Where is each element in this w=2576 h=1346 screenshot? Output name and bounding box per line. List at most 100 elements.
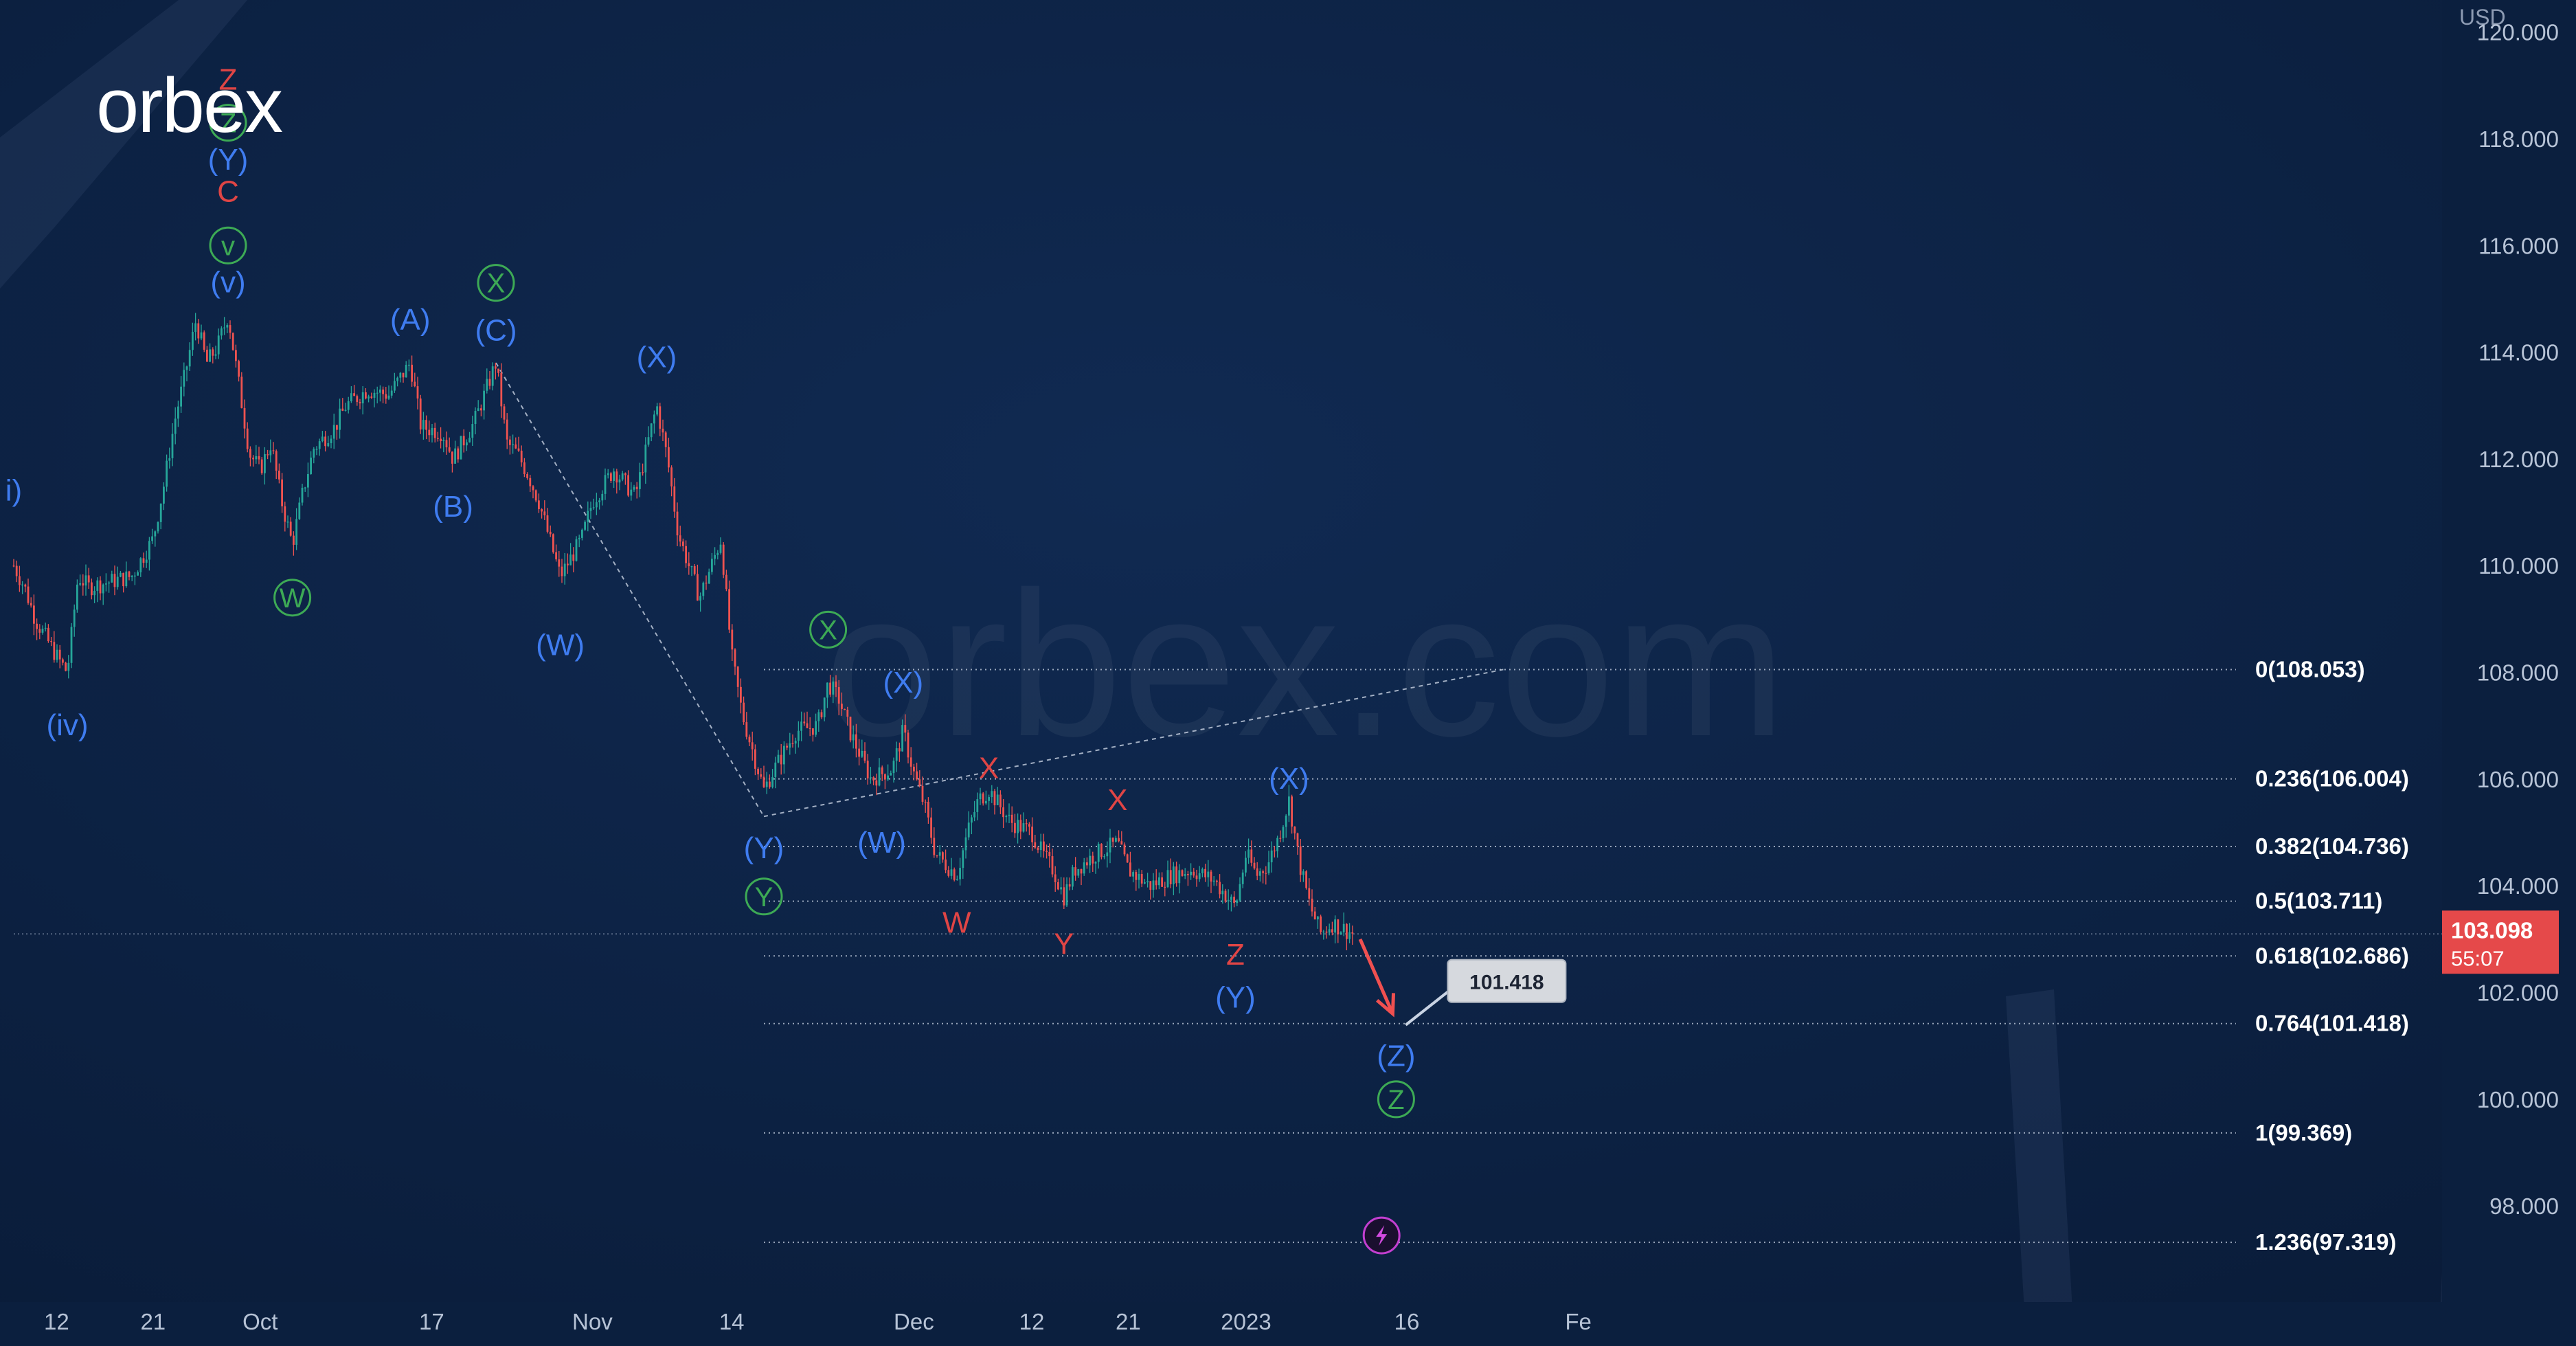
candle-body (468, 438, 471, 442)
candle-body (166, 460, 168, 487)
candle-body (102, 584, 104, 594)
candle-body (1140, 873, 1143, 884)
candle-body (1077, 868, 1080, 876)
candle-body (1074, 867, 1076, 876)
dotted-trend-line (495, 362, 765, 817)
candle-body (962, 850, 964, 868)
candle-body (607, 473, 609, 475)
candle-body (44, 627, 47, 629)
candle-body (936, 855, 938, 856)
candle-body (113, 574, 116, 587)
candle-body (1129, 862, 1131, 877)
target-callout-value: 101.418 (1469, 972, 1544, 994)
candle-body (330, 438, 332, 443)
candle-body (1337, 919, 1340, 934)
candle-body (907, 732, 909, 758)
time-tick-label: Fe (1565, 1309, 1592, 1334)
candle-body (1068, 884, 1071, 887)
candle-body (341, 408, 344, 411)
candle-body (174, 418, 177, 434)
candle-body (826, 682, 828, 698)
candle-body (1259, 871, 1261, 876)
candle-body (67, 662, 70, 671)
fib-level-label: 0.618(102.686) (2255, 943, 2409, 968)
candle-body (1155, 880, 1157, 886)
candle-body (278, 471, 280, 480)
wave-label: v (221, 231, 235, 261)
candle-body (116, 576, 119, 587)
candle-body (887, 775, 889, 780)
candle-body (258, 456, 260, 460)
candle-body (1241, 872, 1244, 884)
candle-body (523, 462, 526, 475)
candle-body (1267, 862, 1270, 873)
candle-body (1221, 890, 1224, 895)
candle-body (1187, 874, 1189, 875)
candle-body (483, 390, 485, 411)
candle-body (361, 392, 364, 404)
candle-body (690, 566, 693, 568)
candle-body (425, 420, 427, 430)
candle-body (365, 392, 367, 399)
wave-label: (iv) (46, 708, 88, 742)
price-tick-label: 118.000 (2478, 126, 2559, 152)
price-tick-label: 112.000 (2478, 447, 2559, 472)
candle-body (1325, 931, 1328, 933)
candle-body (1054, 874, 1057, 882)
candle-body (1302, 871, 1304, 875)
time-tick-label: Dec (894, 1309, 934, 1334)
candle-body (356, 396, 359, 403)
current-price-badge[interactable]: 103.098 55:07 (2442, 910, 2559, 974)
candle-body (209, 349, 211, 362)
candle-body (973, 811, 975, 818)
candle-body (87, 575, 90, 583)
candle-body (765, 781, 768, 787)
candle-body (855, 734, 857, 749)
candle-body (714, 554, 716, 559)
candle-body (264, 453, 266, 473)
wave-label: (B) (433, 490, 473, 524)
candle-body (1184, 874, 1186, 876)
candle-body (414, 381, 416, 387)
candle-body (402, 372, 405, 378)
candle-body (837, 687, 840, 704)
candle-body (163, 486, 165, 504)
candle-body (139, 558, 142, 572)
candle-body (716, 552, 719, 555)
candle-body (532, 486, 534, 491)
time-tick-label: 14 (719, 1309, 745, 1334)
candle-body (1351, 932, 1354, 934)
wave-label: X (819, 615, 837, 645)
candle-body (930, 817, 932, 838)
candle-body (976, 799, 979, 812)
candle-body (959, 868, 961, 879)
wave-label: (C) (475, 314, 517, 348)
candle-body (630, 489, 633, 496)
candle-body (19, 576, 21, 585)
candle-body (131, 576, 133, 577)
candle-body (93, 590, 95, 596)
candle-body (304, 487, 306, 489)
candle-body (743, 702, 745, 723)
candle-body (731, 629, 734, 650)
candle-body (1299, 846, 1302, 875)
candle-body (895, 748, 898, 761)
candle-body (281, 479, 283, 506)
candle-body (708, 572, 710, 584)
candle-body (988, 797, 990, 801)
candle-body (1146, 881, 1149, 883)
candle-body (50, 641, 52, 642)
candle-body (748, 737, 751, 743)
time-tick-label: 12 (1019, 1309, 1045, 1334)
candle-body (1132, 872, 1134, 877)
candle-body (65, 662, 67, 671)
candle-body (122, 572, 124, 587)
candle-body (246, 428, 249, 449)
candle-body (347, 401, 350, 410)
candle-body (534, 490, 537, 501)
candle-body (913, 766, 915, 772)
candle-body (491, 366, 494, 386)
candle-body (760, 774, 762, 777)
candle-body (581, 529, 583, 538)
